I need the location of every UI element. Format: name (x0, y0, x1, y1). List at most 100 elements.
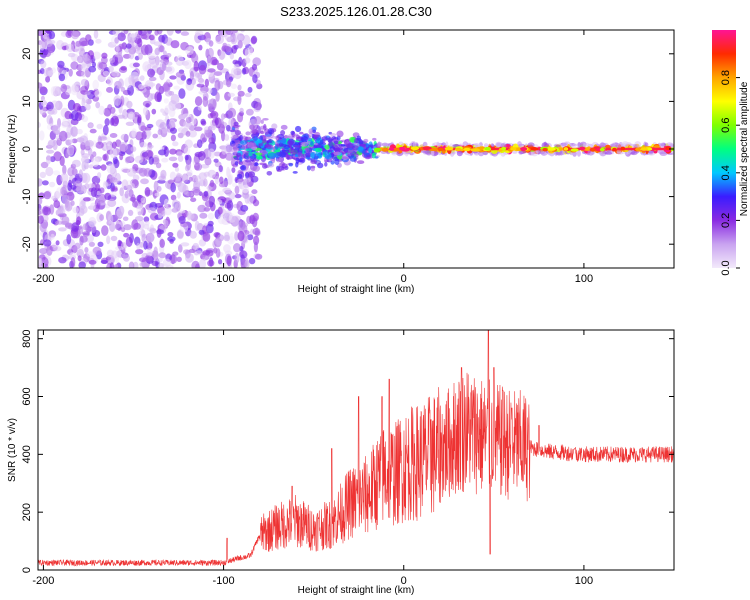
heatmap-cell (106, 235, 111, 245)
heatmap-cell (244, 260, 250, 268)
heatmap-cell (582, 143, 587, 148)
heatmap-cell (114, 53, 123, 58)
heatmap-cell (644, 142, 649, 148)
heatmap-cell (510, 147, 517, 151)
heatmap-cell (146, 248, 153, 257)
heatmap-cell (180, 31, 190, 36)
heatmap-cell (92, 151, 97, 158)
heatmap-cell (295, 157, 300, 164)
heatmap-cell (160, 169, 167, 179)
heatmap-cell (137, 114, 142, 124)
heatmap-cell (239, 250, 248, 259)
heatmap-cell (78, 225, 84, 235)
heatmap-cell (207, 103, 213, 110)
heatmap-cell (228, 117, 234, 128)
heatmap-cell (60, 83, 68, 93)
heatmap-cell (237, 178, 243, 184)
heatmap-cell (399, 146, 406, 151)
heatmap-cell (203, 190, 209, 197)
heatmap-cell (202, 256, 208, 261)
heatmap-cell (217, 206, 223, 215)
heatmap-cell (234, 252, 240, 264)
heatmap-cell (248, 257, 256, 265)
heatmap-cell (287, 140, 294, 146)
heatmap-cell (240, 164, 247, 171)
heatmap-cell (520, 147, 528, 151)
heatmap-cell (186, 168, 193, 178)
heatmap-cell (262, 139, 267, 144)
heatmap-cell (305, 147, 310, 154)
heatmap-cell (168, 156, 178, 162)
heatmap-cell (542, 147, 548, 152)
heatmap-cell (207, 47, 214, 59)
heatmap-cell (324, 153, 332, 159)
heatmap-cell (128, 49, 135, 60)
heatmap-cell (38, 121, 41, 128)
heatmap-cell (230, 136, 238, 140)
heatmap-cell (171, 199, 179, 210)
heatmap-cell (151, 108, 157, 115)
heatmap-cell (478, 151, 484, 157)
heatmap-cell (169, 148, 177, 155)
heatmap-cell (242, 135, 247, 142)
heatmap-cell (98, 62, 108, 70)
heatmap-cell (444, 146, 454, 151)
heatmap-cell (238, 35, 245, 41)
heatmap-cell (281, 137, 287, 143)
heatmap-cell (214, 117, 219, 126)
heatmap-cell (170, 182, 176, 193)
heatmap-cell (230, 67, 237, 78)
heatmap-cell (106, 163, 116, 174)
heatmap-cell (81, 70, 86, 78)
heatmap-cell (159, 238, 165, 248)
heatmap-cell (226, 200, 234, 211)
heatmap-cell (184, 59, 192, 70)
heatmap-cell (277, 166, 285, 171)
heatmap-cell (128, 111, 135, 121)
heatmap-cell (251, 217, 258, 228)
heatmap-cell (39, 86, 47, 94)
heatmap-cell (88, 216, 97, 228)
heatmap-cell (198, 64, 207, 75)
heatmap-cell (137, 211, 142, 216)
heatmap-cell (176, 191, 181, 199)
heatmap-cell (185, 253, 194, 263)
heatmap-cell (158, 149, 167, 156)
heatmap-cell (359, 143, 367, 147)
heatmap-cell (312, 134, 320, 138)
heatmap-cell (195, 263, 201, 268)
heatmap-cell (80, 78, 89, 87)
heatmap-cell (95, 38, 102, 44)
heatmap-cell (74, 242, 81, 250)
heatmap-cell (102, 70, 110, 76)
heatmap-cell (70, 30, 80, 40)
heatmap-cell (336, 130, 344, 138)
heatmap-cell (76, 128, 83, 135)
heatmap-cell (238, 134, 244, 142)
heatmap-cell (39, 130, 45, 141)
heatmap-cell (158, 34, 166, 43)
heatmap-cell (220, 113, 226, 120)
heatmap-cell (260, 150, 268, 155)
heatmap-cell (216, 62, 224, 71)
y-tick-label: -20 (21, 236, 33, 252)
heatmap-cell (132, 174, 140, 181)
heatmap-cell (88, 241, 95, 247)
heatmap-cell (143, 240, 148, 250)
heatmap-cell (572, 143, 579, 147)
heatmap-cell (558, 147, 564, 151)
heatmap-cell (38, 30, 45, 37)
heatmap-cell (501, 146, 507, 151)
heatmap-cell (381, 148, 389, 152)
heatmap-cell (253, 162, 259, 167)
heatmap-cell (245, 131, 251, 136)
heatmap-cell (160, 108, 165, 113)
heatmap-cell (55, 240, 60, 246)
heatmap-cell (175, 176, 182, 188)
heatmap-cell (241, 184, 250, 194)
heatmap-cell (112, 141, 117, 149)
heatmap-cell (139, 241, 144, 248)
heatmap-cell (245, 151, 250, 156)
heatmap-cell (165, 66, 173, 72)
heatmap-cell (72, 206, 79, 214)
